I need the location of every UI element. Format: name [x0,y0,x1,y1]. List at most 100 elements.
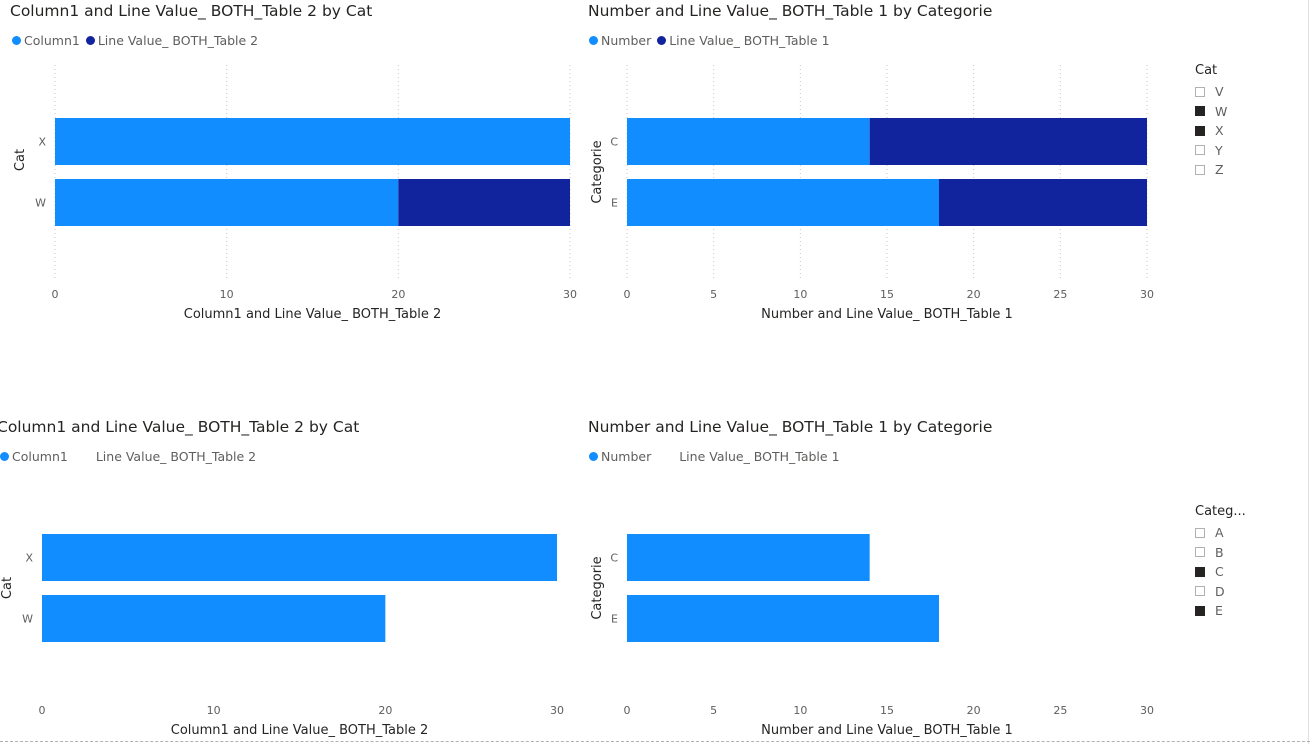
legend-item[interactable]: Column1 [12,33,80,48]
chart-3-legend: Column1 Line Value_ BOTH_Table 2 [0,449,262,464]
chart-4-title: Number and Line Value_ BOTH_Table 1 by C… [588,418,993,436]
canvas-bottom-border [0,741,1310,742]
legend-label: Column1 [24,33,80,48]
bar[interactable] [42,534,557,581]
x-axis-title: Column1 and Line Value_ BOTH_Table 2 [171,723,429,738]
bar[interactable] [627,595,939,642]
legend-dot-icon [0,452,9,461]
category-tick-label: X [25,552,33,565]
checkbox-icon[interactable] [1195,164,1205,175]
category-tick-label: E [611,613,618,626]
slicer-item-label: C [1215,564,1224,580]
legend-dot-icon [657,36,667,45]
slicer-item-b[interactable]: B [1195,543,1246,563]
chart-2-title: Number and Line Value_ BOTH_Table 1 by C… [588,2,993,20]
checkbox-checked-icon[interactable] [1195,125,1205,136]
bar[interactable] [55,118,570,165]
legend-item[interactable]: Number [589,449,651,464]
x-tick-label: 10 [793,704,807,717]
y-axis-title: Categorie [590,140,605,203]
category-tick-label: W [22,613,33,626]
x-axis-title: Column1 and Line Value_ BOTH_Table 2 [184,307,442,322]
slicer-item-label: B [1215,544,1224,560]
slicer-item-v[interactable]: V [1195,82,1227,102]
bar[interactable] [55,179,399,226]
bar[interactable] [42,595,386,642]
checkbox-icon[interactable] [1195,145,1205,156]
x-tick-label: 20 [378,704,392,717]
slicer-item-d[interactable]: D [1195,582,1246,602]
legend-item[interactable]: Line Value_ BOTH_Table 2 [85,33,258,48]
legend-dot-icon [12,36,21,45]
slicer-item-label: Z [1215,162,1224,178]
bar[interactable] [869,118,1147,165]
slicer-item-label: X [1215,123,1224,139]
chart-1-plot: X W 0 10 20 30 Column1 and Line Value_ BOTH_Ta… [13,65,577,322]
checkbox-checked-icon[interactable] [1195,605,1205,616]
bar[interactable] [627,179,939,226]
legend-item[interactable]: Column1 [0,449,68,464]
legend-label: Number [601,449,652,464]
chart-4-legend: Number Line Value_ BOTH_Table 1 [589,449,846,464]
x-tick-label: 0 [624,704,631,717]
slicer-title: Categ... [1195,504,1246,519]
x-tick-label: 20 [967,288,981,301]
slicer-item-e[interactable]: E [1195,601,1246,621]
bar[interactable] [939,179,1147,226]
checkbox-icon[interactable] [1195,547,1205,558]
x-tick-label: 10 [207,704,221,717]
x-tick-label: 15 [880,288,894,301]
slicer-item-w[interactable]: W [1195,102,1227,122]
x-tick-label: 5 [710,704,717,717]
checkbox-checked-icon[interactable] [1195,566,1205,577]
legend-item[interactable]: Line Value_ BOTH_Table 2 [84,449,256,464]
categorie-slicer: Categ... A B C D E [1195,504,1246,621]
slicer-item-c[interactable]: C [1195,562,1246,582]
legend-item[interactable]: Number [589,33,651,48]
category-tick-label: C [610,552,618,565]
legend-dot-icon [85,36,95,45]
legend-label: Number [601,33,652,48]
chart-4-plot: C E 0 5 10 15 20 25 30 Number and Line Value_ BOT… [590,534,1154,738]
category-tick-label: C [610,136,618,149]
slicer-item-label: E [1215,603,1223,619]
checkbox-checked-icon[interactable] [1195,106,1205,117]
legend-item[interactable]: Line Value_ BOTH_Table 1 [667,449,839,464]
x-tick-label: 30 [550,704,564,717]
slicer-title: Cat [1195,63,1218,78]
canvas-edge [1308,0,1309,744]
cat-slicer: Cat V W X Y Z [1195,63,1227,180]
x-tick-label: 25 [1053,288,1067,301]
slicer-item-z[interactable]: Z [1195,160,1227,180]
legend-item[interactable]: Line Value_ BOTH_Table 1 [657,33,830,48]
chart-1-title: Column1 and Line Value_ BOTH_Table 2 by … [10,2,373,20]
x-tick-label: 25 [1053,704,1067,717]
x-tick-label: 0 [624,288,631,301]
chart-2-plot: C E 0 5 10 15 20 25 30 Number and Line Value_ BOT… [590,65,1154,322]
category-tick-label: W [35,197,46,210]
slicer-item-x[interactable]: X [1195,121,1227,141]
checkbox-icon[interactable] [1195,86,1205,97]
y-axis-title: Categorie [590,556,605,619]
checkbox-icon[interactable] [1195,527,1205,538]
x-tick-label: 15 [880,704,894,717]
chart-2-legend: Number Line Value_ BOTH_Table 1 [589,33,836,48]
category-tick-label: X [38,136,46,149]
slicer-item-y[interactable]: Y [1195,141,1227,161]
x-tick-label: 30 [563,288,577,301]
x-tick-label: 30 [1140,288,1154,301]
x-tick-label: 10 [220,288,234,301]
legend-label: Column1 [12,449,68,464]
checkbox-icon[interactable] [1195,586,1205,597]
slicer-item-a[interactable]: A [1195,523,1246,543]
bar[interactable] [627,534,870,581]
bar[interactable] [398,179,570,226]
slicer-item-label: W [1215,103,1228,119]
bar[interactable] [627,118,870,165]
legend-dot-icon [589,452,598,461]
x-tick-label: 10 [793,288,807,301]
chart-1-legend: Column1 Line Value_ BOTH_Table 2 [12,33,264,48]
x-axis-title: Number and Line Value_ BOTH_Table 1 [761,307,1013,322]
legend-label: Line Value_ BOTH_Table 1 [669,33,830,48]
x-axis-title: Number and Line Value_ BOTH_Table 1 [761,723,1013,738]
